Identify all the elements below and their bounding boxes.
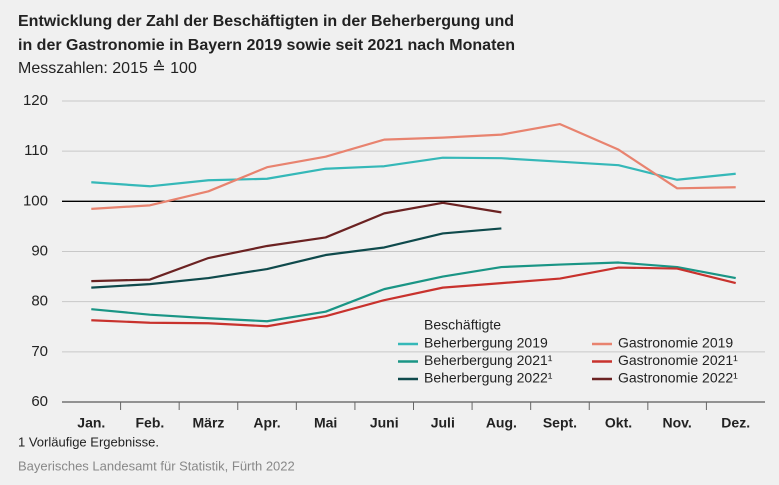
x-tick-label: Juli <box>431 415 455 431</box>
y-tick-label: 100 <box>23 192 48 209</box>
y-tick-label: 60 <box>31 393 48 410</box>
source: Bayerisches Landesamt für Statistik, Für… <box>18 458 295 473</box>
chart-title: Entwicklung der Zahl der Beschäftigten i… <box>18 13 514 30</box>
line-series <box>91 266 736 328</box>
footnote: 1 Vorläufige Ergebnisse. <box>18 434 159 449</box>
legend-label: Beherbergung 2022¹ <box>424 370 553 386</box>
x-tick-label: Aug. <box>486 415 517 431</box>
line-series <box>91 261 736 323</box>
line-series <box>91 122 736 210</box>
legend-label: Gastronomie 2022¹ <box>618 370 738 386</box>
x-tick-label: Sept. <box>543 415 577 431</box>
chart-subtitle: Messzahlen: 2015 ≙ 100 <box>18 60 197 77</box>
x-tick-label: Apr. <box>253 415 280 431</box>
x-tick-label: Juni <box>370 415 399 431</box>
legend-label: Gastronomie 2019 <box>618 335 733 351</box>
chart-title: in der Gastronomie in Bayern 2019 sowie … <box>18 37 515 54</box>
x-tick-label: Jan. <box>77 415 105 431</box>
y-tick-label: 120 <box>23 92 48 109</box>
legend-label: Beherbergung 2021¹ <box>424 352 553 368</box>
line-series <box>91 201 502 283</box>
x-tick-label: Okt. <box>605 415 632 431</box>
x-tick-label: Dez. <box>721 415 750 431</box>
y-tick-label: 110 <box>24 142 48 159</box>
x-tick-label: Mai <box>314 415 337 431</box>
y-tick-label: 70 <box>31 343 48 360</box>
legend-label: Beherbergung 2019 <box>424 335 548 351</box>
y-tick-label: 80 <box>31 293 48 310</box>
x-tick-label: Feb. <box>135 415 164 431</box>
legend-label: Gastronomie 2021¹ <box>618 352 738 368</box>
x-tick-label: Nov. <box>662 415 691 431</box>
x-tick-label: März <box>193 415 225 431</box>
line-series <box>91 156 736 188</box>
line-series <box>91 227 502 289</box>
y-tick-label: 90 <box>31 242 48 259</box>
legend-title: Beschäftigte <box>424 317 501 333</box>
